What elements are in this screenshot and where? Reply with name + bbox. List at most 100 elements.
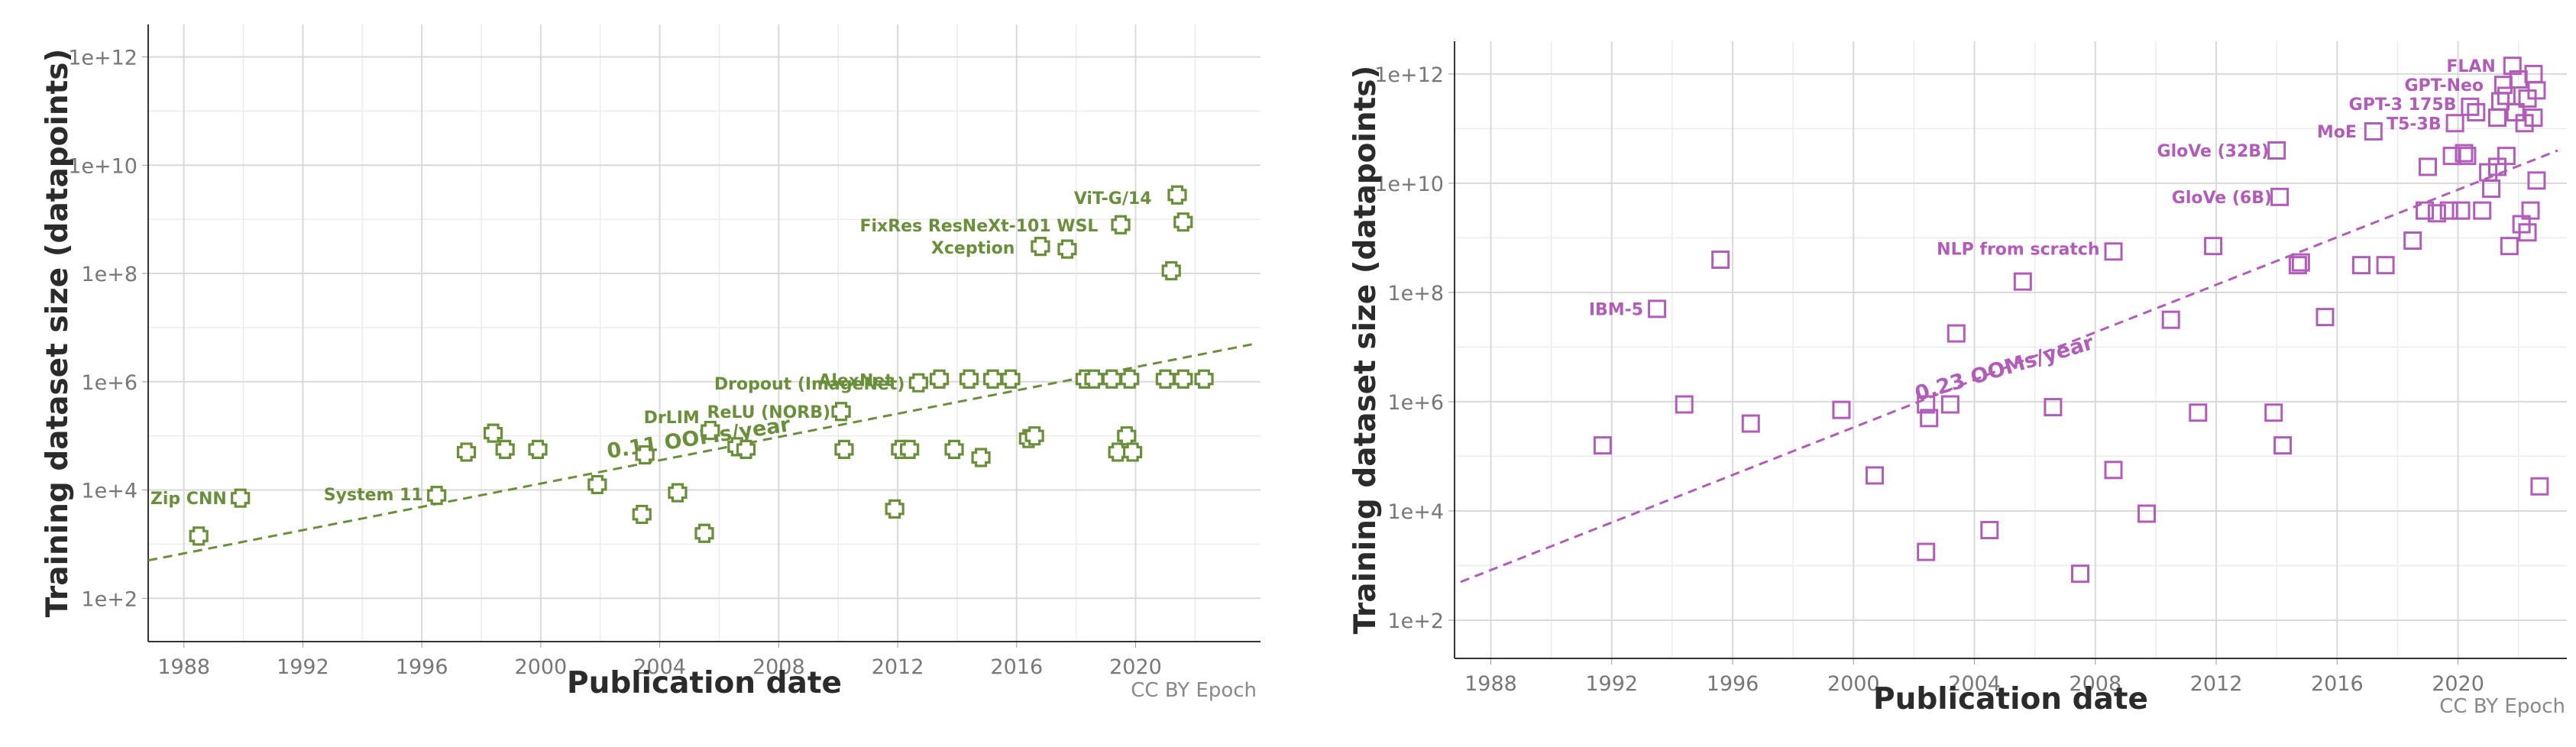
data-point bbox=[1917, 395, 1936, 414]
data-point bbox=[632, 504, 652, 525]
point-label: GloVe (32B) bbox=[2157, 142, 2270, 161]
data-point bbox=[2137, 504, 2157, 523]
y-tick-label: 1e+2 bbox=[81, 587, 138, 611]
data-point bbox=[2419, 157, 2437, 176]
point-label: MoE bbox=[2317, 123, 2357, 142]
data-point bbox=[1940, 395, 1960, 414]
data-point bbox=[528, 439, 548, 459]
data-point bbox=[831, 402, 851, 422]
data-point bbox=[1173, 212, 1193, 232]
plot-area bbox=[1455, 41, 2567, 658]
data-point bbox=[2500, 237, 2519, 256]
data-point bbox=[2458, 147, 2477, 166]
data-point bbox=[1161, 260, 1181, 281]
data-point bbox=[2267, 141, 2286, 160]
data-point bbox=[1120, 369, 1140, 389]
data-point bbox=[2351, 256, 2371, 275]
point-label: Xception bbox=[931, 239, 1015, 258]
data-point bbox=[959, 369, 979, 389]
y-tick-label: 1e+4 bbox=[1387, 500, 1444, 524]
trend-line bbox=[1460, 149, 2558, 584]
major-gridlines bbox=[1455, 41, 2567, 658]
data-point bbox=[483, 423, 503, 443]
y-axis-title: Training dataset size (datapoints) bbox=[40, 49, 75, 618]
x-axis-title: Publication date bbox=[1873, 682, 2148, 716]
x-tick-label: 2004 bbox=[1948, 672, 2001, 696]
data-point bbox=[2503, 57, 2522, 76]
data-point bbox=[1648, 299, 1667, 319]
data-point bbox=[2044, 398, 2063, 417]
data-point bbox=[1084, 369, 1104, 389]
data-point bbox=[1001, 369, 1021, 389]
data-point bbox=[2104, 242, 2123, 261]
x-tick-label: 2004 bbox=[633, 655, 686, 679]
data-point bbox=[944, 439, 964, 459]
x-tick-label: 2016 bbox=[990, 655, 1043, 679]
data-point bbox=[587, 474, 607, 495]
data-point bbox=[885, 499, 905, 519]
y-tick-label: 1e+12 bbox=[68, 47, 138, 70]
data-point bbox=[2455, 144, 2474, 163]
x-tick-label: 2008 bbox=[752, 655, 805, 679]
data-point bbox=[2288, 256, 2307, 275]
data-point bbox=[1865, 466, 1884, 485]
x-tick-label: 2016 bbox=[2311, 672, 2364, 696]
data-point bbox=[2482, 179, 2501, 199]
data-point bbox=[971, 448, 991, 467]
data-point bbox=[635, 445, 655, 465]
data-points bbox=[1593, 57, 2549, 584]
data-point bbox=[2445, 114, 2464, 133]
y-tick-label: 1e+10 bbox=[68, 154, 138, 178]
x-tick-label: 1992 bbox=[1585, 672, 1638, 696]
data-point bbox=[736, 439, 756, 459]
data-point bbox=[1675, 395, 1694, 414]
data-point bbox=[1947, 324, 1966, 343]
x-tick-label: 1996 bbox=[1707, 672, 1759, 696]
point-label: GPT-Neo bbox=[2404, 76, 2484, 95]
point-label: FLAN bbox=[2446, 57, 2496, 76]
data-point bbox=[701, 420, 720, 441]
data-point bbox=[1194, 369, 1214, 389]
data-point bbox=[2273, 436, 2293, 455]
data-point bbox=[2467, 102, 2486, 121]
data-point bbox=[2461, 97, 2480, 116]
data-point bbox=[1111, 215, 1131, 234]
x-tick-label: 2000 bbox=[1827, 672, 1880, 696]
plot-area bbox=[148, 24, 1260, 642]
point-label: ViT-G/14 bbox=[1074, 189, 1152, 209]
data-point bbox=[668, 483, 688, 503]
data-point bbox=[1832, 400, 1851, 419]
data-point bbox=[1024, 426, 1044, 446]
data-point bbox=[2189, 403, 2208, 422]
data-point bbox=[834, 439, 854, 459]
data-point bbox=[2264, 403, 2283, 422]
y-tick-label: 1e+2 bbox=[1387, 610, 1444, 633]
data-points bbox=[189, 185, 1214, 546]
point-label: Dropout (ImageNet) bbox=[714, 375, 905, 394]
data-point bbox=[2161, 310, 2180, 329]
x-tick-label: 2012 bbox=[2190, 672, 2243, 696]
point-label: NLP from scratch bbox=[1937, 241, 2099, 260]
data-point bbox=[2527, 81, 2546, 100]
data-point bbox=[1167, 185, 1187, 205]
data-point bbox=[983, 369, 1003, 389]
y-axis-title: Training dataset size (datapoints) bbox=[1348, 66, 1383, 635]
point-label: GloVe (6B) bbox=[2172, 189, 2272, 208]
x-tick-label: 2012 bbox=[872, 655, 924, 679]
x-tick-label: 2020 bbox=[1109, 655, 1162, 679]
data-point bbox=[2204, 237, 2223, 256]
y-tick-label: 1e+8 bbox=[1387, 282, 1444, 306]
trend-line bbox=[147, 342, 1255, 562]
y-tick-label: 1e+12 bbox=[1374, 63, 1444, 87]
data-point bbox=[2439, 201, 2458, 220]
data-point bbox=[1155, 369, 1176, 389]
data-point bbox=[2376, 256, 2395, 275]
data-point bbox=[456, 442, 477, 462]
x-tick-label: 1992 bbox=[277, 655, 329, 679]
data-point bbox=[2518, 223, 2537, 242]
data-point bbox=[1117, 426, 1137, 446]
data-point bbox=[2416, 201, 2435, 220]
point-label: FixRes ResNeXt-101 WSL bbox=[859, 217, 1098, 236]
data-point bbox=[2013, 272, 2032, 291]
